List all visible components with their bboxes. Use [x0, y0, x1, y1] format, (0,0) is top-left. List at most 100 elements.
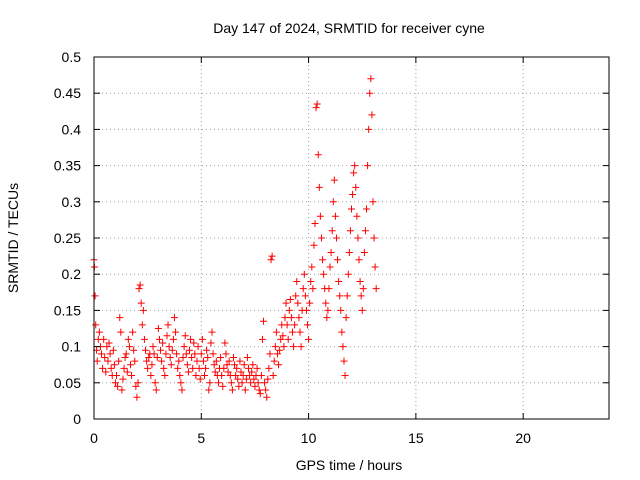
data-point [173, 350, 181, 358]
data-point [253, 364, 261, 372]
data-point [145, 353, 153, 361]
data-point [178, 386, 186, 394]
data-point [199, 357, 207, 365]
data-point [291, 321, 299, 329]
data-point [287, 314, 295, 322]
data-point [123, 368, 131, 376]
data-point [338, 328, 346, 336]
data-point [262, 386, 270, 394]
data-point [314, 151, 322, 159]
data-point [182, 350, 190, 358]
data-point [304, 321, 312, 329]
data-point [184, 368, 192, 376]
data-point [134, 379, 142, 387]
x-tick-label: 15 [408, 430, 424, 446]
data-point [293, 277, 301, 285]
data-point [368, 111, 376, 119]
data-point [297, 343, 305, 351]
data-point [331, 212, 339, 220]
data-point [119, 375, 127, 383]
x-axis-label: GPS time / hours [296, 457, 403, 473]
data-point [147, 372, 155, 380]
data-point [309, 285, 317, 293]
y-tick-label: 0.35 [54, 158, 81, 174]
data-point [267, 256, 275, 264]
data-point [372, 285, 380, 293]
data-point [242, 375, 250, 383]
data-point [122, 350, 130, 358]
data-point [343, 292, 351, 300]
data-point [356, 277, 364, 285]
data-point [219, 382, 227, 390]
data-point [116, 314, 124, 322]
data-point [103, 343, 111, 351]
data-point [113, 372, 121, 380]
data-point [131, 357, 139, 365]
data-point [344, 270, 352, 278]
data-point [151, 379, 159, 387]
data-points [90, 75, 380, 401]
data-point [149, 343, 157, 351]
data-point [355, 256, 363, 264]
data-point [91, 292, 99, 300]
data-point [138, 321, 146, 329]
data-point [197, 350, 205, 358]
data-point [193, 357, 201, 365]
data-point [202, 364, 210, 372]
data-point [214, 379, 222, 387]
data-point [196, 375, 204, 383]
data-point [152, 386, 160, 394]
data-point [228, 386, 236, 394]
data-point [317, 234, 325, 242]
data-point [352, 183, 360, 191]
data-point [316, 212, 324, 220]
data-point [353, 212, 361, 220]
data-point [208, 328, 216, 336]
data-point [183, 361, 191, 369]
data-point [248, 368, 256, 376]
data-point [285, 306, 293, 314]
data-point [142, 346, 149, 354]
data-point [283, 321, 291, 329]
data-point [265, 364, 273, 372]
data-point [302, 306, 310, 314]
data-point [260, 317, 268, 325]
data-point [273, 350, 281, 358]
data-point [311, 220, 319, 228]
data-point [218, 372, 226, 380]
data-point [235, 382, 243, 390]
data-point [256, 390, 264, 398]
data-point [157, 346, 165, 354]
data-point [346, 227, 354, 235]
data-point [225, 357, 233, 365]
data-point [158, 357, 166, 365]
data-point [277, 335, 285, 343]
data-point [292, 292, 300, 300]
y-tick-label: 0.4 [62, 121, 82, 137]
data-point [111, 379, 119, 387]
data-point [254, 379, 262, 387]
data-point [104, 357, 112, 365]
data-point [319, 256, 327, 264]
data-point [340, 357, 348, 365]
data-point [239, 372, 247, 380]
data-point [209, 350, 217, 358]
data-point [339, 343, 347, 351]
data-point [161, 372, 169, 380]
data-point [275, 361, 283, 369]
x-tick-label: 5 [197, 430, 205, 446]
y-tick-label: 0.3 [62, 194, 82, 210]
data-point [109, 346, 117, 354]
data-point [312, 104, 320, 112]
data-point [204, 353, 212, 361]
data-point [93, 357, 101, 365]
data-point [106, 350, 114, 358]
data-point [227, 379, 235, 387]
data-point [132, 382, 140, 390]
data-point [179, 353, 187, 361]
data-point [160, 364, 168, 372]
data-point [168, 346, 176, 354]
data-point [258, 335, 266, 343]
data-point [211, 368, 219, 376]
